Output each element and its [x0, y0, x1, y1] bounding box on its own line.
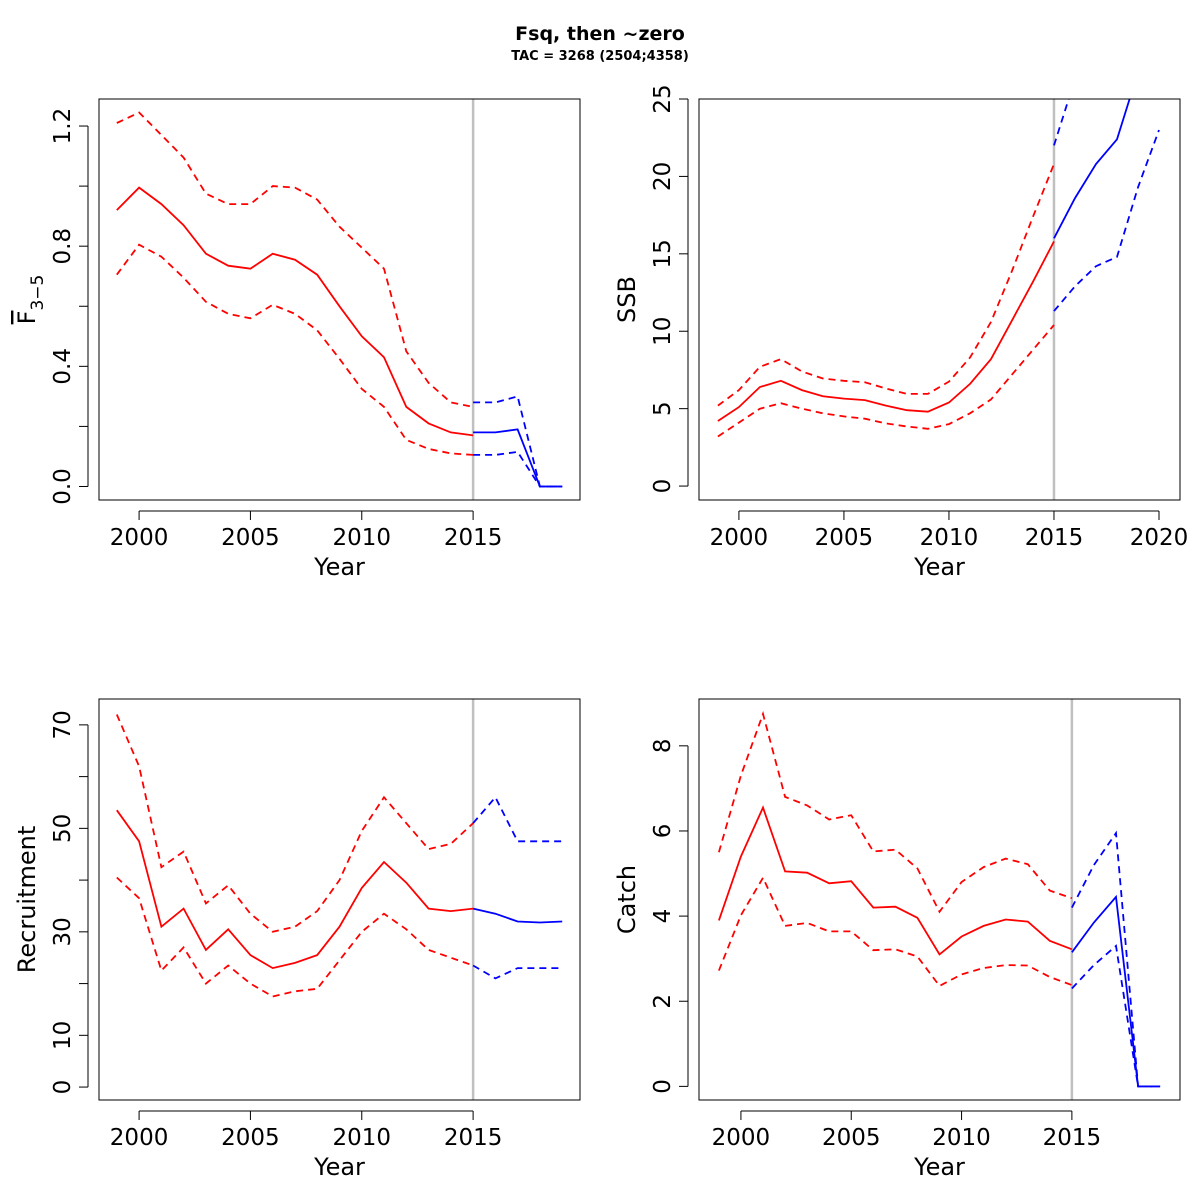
catch-y-tick-label: 8	[650, 739, 676, 754]
ssb-forecast-estimate-line	[1053, 99, 1131, 239]
ssb-x-axis-label: Year	[913, 553, 965, 581]
recruitment-y-tick-label: 0	[50, 1080, 76, 1095]
fbar-x-tick-label: 2005	[221, 525, 280, 551]
fbar-historic-estimate-line	[116, 186, 474, 437]
catch-y-tick-label: 4	[650, 909, 676, 924]
fbar-y-axis-label-main: F	[13, 311, 41, 325]
catch-x-tick-label: 2000	[712, 1125, 771, 1151]
ssb-x-tick-label: 2000	[710, 525, 769, 551]
ssb-y-tick-label: 20	[650, 162, 676, 191]
catch-plot-frame	[698, 698, 1181, 1101]
ssb-forecast-bound-line	[1053, 99, 1070, 146]
recruitment-forecast-estimate-line	[472, 907, 563, 924]
ssb-plot-frame	[698, 98, 1181, 501]
catch-x-tick-label: 2015	[1043, 1125, 1102, 1151]
ssb-y-tick-label: 5	[650, 401, 676, 416]
catch-y-tick-label: 2	[650, 994, 676, 1009]
ssb-x-tick-label: 2015	[1025, 525, 1084, 551]
catch-historic-bound-line	[718, 875, 1073, 988]
ssb-x-tick-label: 2005	[815, 525, 874, 551]
recruitment-historic-bound-line	[116, 876, 474, 998]
fbar-historic-bound-line	[116, 111, 474, 408]
ssb-historic-bound-line	[717, 163, 1055, 407]
ssb-y-tick-label: 0	[650, 479, 676, 494]
ssb-x-tick-label: 2020	[1130, 525, 1189, 551]
ssb-y-axis-label: SSB	[613, 276, 641, 323]
catch-forecast-bound-line	[1071, 830, 1161, 1088]
ssb-forecast-bound-line	[1053, 129, 1160, 312]
fbar-y-tick-label: 0.8	[50, 228, 76, 265]
recruitment-y-tick-label: 10	[50, 1021, 76, 1050]
fbar-y-tick-label: 0.4	[50, 348, 76, 385]
catch-y-axis-label: Catch	[613, 865, 641, 934]
recruitment-y-tick-label: 30	[50, 917, 76, 946]
catch-x-axis-label: Year	[913, 1153, 965, 1181]
catch-y-tick-label: 0	[650, 1079, 676, 1094]
ssb-historic-estimate-line	[717, 240, 1055, 422]
fbar-x-tick-label: 2010	[332, 525, 391, 551]
recruitment-x-tick-label: 2000	[110, 1125, 169, 1151]
recruitment-y-tick-label: 50	[50, 814, 76, 843]
figure-title: Fsq, then ~zero	[515, 23, 685, 45]
catch-y-tick-label: 6	[650, 824, 676, 839]
ssb-historic-bound-line	[717, 324, 1055, 438]
recruitment-historic-bound-line	[115, 714, 474, 933]
catch-x-tick-label: 2010	[932, 1125, 991, 1151]
fbar-forecast-bound-line	[473, 450, 563, 488]
recruitment-plot-frame	[98, 698, 581, 1101]
fbar-forecast-estimate-line	[473, 428, 563, 488]
recruitment-forecast-bound-line	[472, 964, 563, 980]
fbar-x-tick-label: 2015	[444, 525, 503, 551]
fbar-plot-frame	[98, 98, 581, 501]
recruitment-y-tick-label: 70	[50, 710, 76, 739]
catch-panel: 2000 2005 2010 2015 0 2 4 6 8 Year Catch	[613, 698, 1181, 1181]
recruitment-x-tick-label: 2010	[332, 1125, 391, 1151]
ssb-y-tick-label: 15	[650, 239, 676, 268]
fbar-y-tick-label: 1.2	[50, 108, 76, 145]
catch-forecast-bound-line	[1071, 944, 1161, 1088]
fbar-x-tick-label: 2000	[110, 525, 169, 551]
figure-subtitle: TAC = 3268 (2504;4358)	[511, 49, 689, 64]
fbar-forecast-bound-line	[473, 395, 563, 488]
recruitment-x-tick-label: 2015	[444, 1125, 503, 1151]
recruitment-x-axis-label: Year	[313, 1153, 365, 1181]
catch-forecast-estimate-line	[1071, 894, 1161, 1088]
recruitment-panel: 2000 2005 2010 2015 0 10 30 50 70 Year Recruitment	[13, 698, 581, 1181]
fbar-y-axis-label: F3−5	[13, 275, 48, 325]
recruitment-y-axis-label: Recruitment	[13, 826, 41, 973]
catch-x-tick-label: 2005	[822, 1125, 881, 1151]
ssb-y-tick-label: 25	[650, 84, 676, 113]
fbar-historic-bound-line	[116, 243, 474, 456]
catch-historic-bound-line	[718, 710, 1073, 914]
ssb-y-tick-label: 10	[650, 317, 676, 346]
recruitment-historic-estimate-line	[116, 809, 474, 970]
ssb-x-tick-label: 2010	[920, 525, 979, 551]
catch-historic-estimate-line	[718, 805, 1073, 956]
fbar-y-axis-label-subscript: 3−5	[28, 275, 48, 311]
recruitment-x-tick-label: 2005	[221, 1125, 280, 1151]
fbar-x-axis-label: Year	[313, 553, 365, 581]
fbar-y-tick-label: 0.0	[50, 468, 76, 505]
recruitment-forecast-bound-line	[472, 795, 563, 843]
ssb-panel: 2000 2005 2010 2015 2020 0 5 10 15 20 25 Year SSB	[613, 84, 1188, 581]
fbar-panel: 2000 2005 2010 2015 0.0 0.4 0.8 1.2 Year F3−5	[13, 98, 581, 581]
